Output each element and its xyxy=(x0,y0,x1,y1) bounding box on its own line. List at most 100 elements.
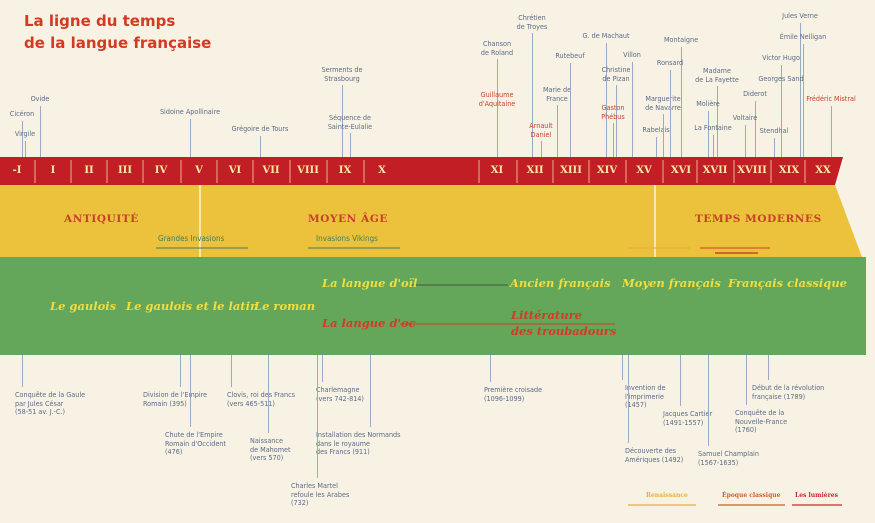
author-label: Rabelais xyxy=(642,125,670,134)
author-tick xyxy=(800,22,801,157)
event-label: Invention de l'imprimerie (1457) xyxy=(625,383,666,410)
author-tick xyxy=(497,110,498,157)
author-label: Séquence de Sainte-Eulalie xyxy=(327,113,373,131)
century-label: II xyxy=(84,165,94,176)
century-label: XIX xyxy=(778,165,800,176)
author-tick xyxy=(803,43,804,157)
event-label: Chute de l'Empire Romain d'Occident (476… xyxy=(165,430,226,457)
event-label: Conquête de la Gaule par Jules César (58… xyxy=(15,390,86,417)
language-oil: La langue d'oïl xyxy=(322,276,418,290)
event-tick xyxy=(746,355,747,405)
invasion-label: Invasions Vikings xyxy=(316,234,378,243)
author-tick xyxy=(616,85,617,157)
century-band xyxy=(0,157,843,185)
author-label: Gaston Phébus xyxy=(601,103,625,121)
century-label: XIII xyxy=(560,165,582,176)
author-label: Chrétien de Troyes xyxy=(516,13,548,31)
event-tick xyxy=(190,355,191,427)
century-label: XV xyxy=(636,165,652,176)
century-label: IV xyxy=(154,165,168,176)
author-tick xyxy=(260,135,261,157)
author-label: Georges Sand xyxy=(758,74,804,83)
legend-classique: Époque classique xyxy=(722,492,781,499)
event-label: Clovis, roi des Francs (vers 465-511) xyxy=(227,390,296,408)
author-label: Guillaume d'Aquitaine xyxy=(478,90,516,108)
invasion-label: Grandes Invasions xyxy=(158,234,225,243)
author-label: Frédéric Mistral xyxy=(806,94,856,103)
author-tick xyxy=(632,61,633,157)
century-label: VIII xyxy=(297,165,319,176)
author-tick xyxy=(532,33,533,157)
event-label: Début de la révolution française (1789) xyxy=(752,383,825,401)
author-tick xyxy=(25,140,26,157)
author-label: Ronsard xyxy=(656,58,684,67)
century-label: VI xyxy=(228,165,242,176)
language-band xyxy=(0,257,866,355)
era-label: ANTIQUITÉ xyxy=(64,213,139,225)
era-band xyxy=(0,185,862,257)
author-label: Jules Verne xyxy=(782,11,818,20)
author-tick xyxy=(557,105,558,157)
era-label: MOYEN ÂGE xyxy=(308,213,389,225)
author-label: Christine de Pizan xyxy=(601,65,631,83)
author-label: Ovide xyxy=(30,94,50,103)
author-label: Stendhal xyxy=(759,126,789,135)
event-label: Installation des Normands dans le royaum… xyxy=(316,430,401,457)
event-tick xyxy=(622,355,623,380)
author-label: La Fontaine xyxy=(694,123,732,132)
author-label: Villon xyxy=(623,50,641,59)
author-tick xyxy=(497,59,498,157)
event-tick xyxy=(268,355,269,433)
author-tick xyxy=(755,100,756,157)
author-label: G. de Machaut xyxy=(582,31,630,40)
language-classique: Français classique xyxy=(728,276,847,290)
language-troubadours: Littérature xyxy=(511,308,582,322)
language-troubadours: des troubadours xyxy=(511,324,617,338)
event-tick xyxy=(322,355,323,382)
author-tick xyxy=(570,62,571,157)
language-oc: La langue d'oc xyxy=(322,316,416,330)
language-gaulois: Le gaulois xyxy=(50,299,117,313)
author-tick xyxy=(774,137,775,157)
author-tick xyxy=(745,124,746,157)
century-label: III xyxy=(117,165,133,176)
author-tick xyxy=(40,105,41,157)
century-label: XVII xyxy=(702,165,728,176)
event-label: Naissance de Mahomet (vers 570) xyxy=(250,436,291,463)
author-tick xyxy=(831,105,832,157)
author-label: Grégoire de Tours xyxy=(231,124,289,133)
legend-lumieres: Les lumières xyxy=(795,492,838,499)
author-tick xyxy=(656,136,657,157)
author-tick xyxy=(681,46,682,157)
era-label: TEMPS MODERNES xyxy=(695,213,822,225)
author-label: Sidoine Apollinaire xyxy=(159,107,221,116)
event-label: Division de l'Empire Romain (395) xyxy=(143,390,208,408)
event-tick xyxy=(231,355,232,387)
author-label: Cicéron xyxy=(9,109,35,118)
author-tick xyxy=(541,141,542,157)
event-tick xyxy=(490,355,491,382)
author-tick xyxy=(663,114,664,157)
century-label: IX xyxy=(338,165,352,176)
century-label: V xyxy=(195,165,203,176)
author-label: Marie de France xyxy=(542,85,572,103)
author-tick xyxy=(342,85,343,157)
century-label: XI xyxy=(490,165,504,176)
author-tick xyxy=(670,69,671,157)
event-tick xyxy=(180,355,181,387)
author-tick xyxy=(717,86,718,157)
event-tick xyxy=(317,355,318,478)
event-label: Première croisade (1096-1099) xyxy=(484,385,543,403)
author-label: Rutebeuf xyxy=(555,51,585,60)
page-title-line2: de la langue française xyxy=(24,34,212,52)
author-label: Émile Nelligan xyxy=(779,32,827,41)
event-label: Jacques Cartier (1491-1557) xyxy=(663,409,713,427)
author-label: Voltaire xyxy=(732,113,758,122)
event-tick xyxy=(680,355,681,406)
author-label: Serments de Strasbourg xyxy=(321,65,363,83)
page-title-line1: La ligne du temps xyxy=(24,12,176,30)
event-label: Charles Martel refoule les Arabes (732) xyxy=(291,481,350,508)
century-label: XVI xyxy=(670,165,692,176)
language-roman: Le roman xyxy=(254,299,316,313)
